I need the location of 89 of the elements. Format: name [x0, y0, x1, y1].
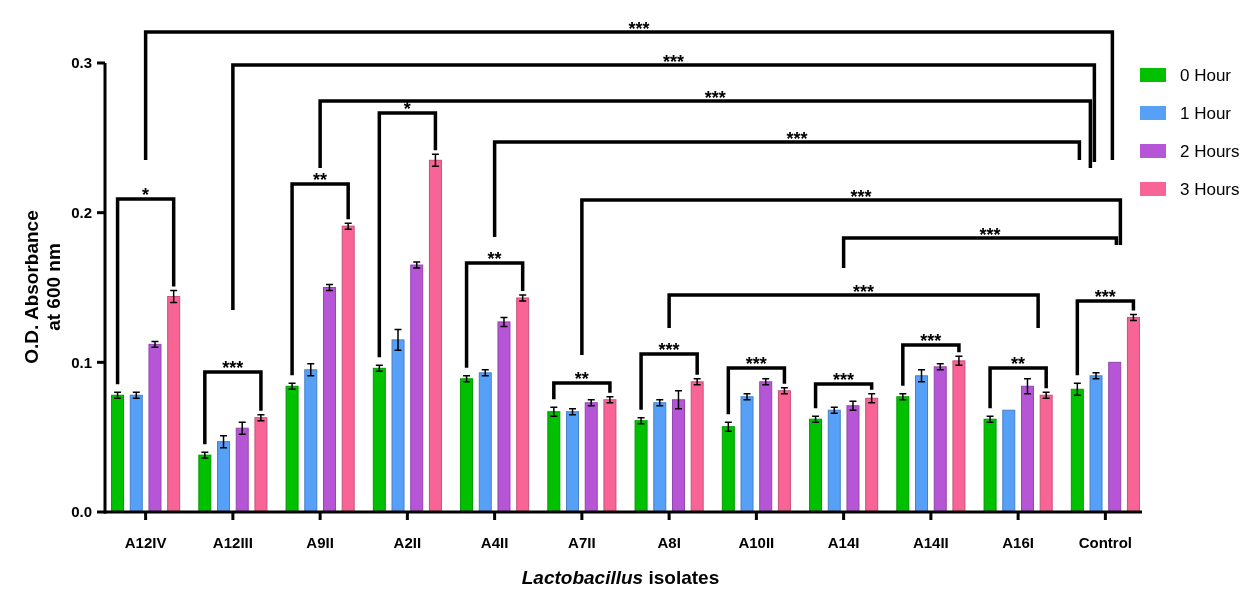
annotation: * — [142, 185, 150, 205]
bar — [740, 396, 754, 513]
annotation: *** — [745, 354, 767, 374]
bar — [1070, 388, 1084, 513]
bar — [129, 394, 143, 513]
bar — [1002, 409, 1016, 513]
bar — [167, 295, 181, 513]
bar — [428, 159, 442, 513]
x-tick-label: A14I — [827, 534, 860, 551]
legend-label: 2 Hours — [1180, 141, 1240, 161]
legend-label: 1 Hour — [1180, 103, 1232, 123]
text: *** — [628, 19, 650, 39]
bar — [1089, 375, 1103, 513]
bar — [933, 366, 947, 513]
y-tick-label: 0.3 — [71, 54, 92, 72]
bar — [304, 369, 318, 513]
bar — [827, 409, 841, 513]
x-tick-label: A9II — [306, 534, 334, 551]
annotation: *** — [704, 88, 726, 108]
bar — [983, 418, 997, 513]
y-tick-label: 0.1 — [71, 353, 92, 371]
annotation: *** — [833, 370, 855, 390]
bar — [322, 287, 336, 513]
bar — [516, 297, 530, 513]
bar — [460, 378, 474, 513]
bar — [896, 396, 910, 513]
annotation: *** — [979, 225, 1001, 245]
legend-label: 0 Hour — [1180, 65, 1232, 85]
x-tick-label: A8I — [657, 534, 681, 551]
annotation: *** — [658, 340, 680, 360]
bar — [547, 411, 561, 513]
bar — [690, 381, 704, 513]
y-axis-title: O.D. Absorbance at 600 nm — [21, 210, 64, 364]
bar — [235, 427, 249, 513]
x-tick-label: A4II — [480, 534, 509, 551]
bar — [1039, 394, 1053, 513]
x-tick-label: A16I — [1002, 534, 1034, 551]
annotation: * — [403, 99, 411, 119]
y-tick-label: 0.2 — [71, 203, 92, 221]
annotation: *** — [663, 52, 685, 72]
annotation: *** — [222, 358, 244, 378]
x-tick-label: A12III — [212, 534, 253, 551]
bar — [634, 420, 648, 513]
annotation: ** — [313, 170, 328, 190]
bar — [1020, 385, 1034, 513]
bar — [653, 402, 667, 513]
bar — [148, 343, 162, 513]
x-tick-label: A7II — [568, 534, 596, 551]
annotation: *** — [853, 282, 875, 302]
annotation: *** — [850, 187, 872, 207]
bar — [372, 367, 386, 513]
bar — [759, 381, 773, 513]
bar — [721, 426, 735, 513]
annotation: *** — [920, 331, 942, 351]
x-tick-label: A2II — [393, 534, 422, 551]
x-tick-label: A12IV — [124, 534, 167, 551]
bar — [846, 405, 860, 513]
annotation: *** — [1094, 287, 1116, 307]
legend-label: 3 Hours — [1180, 179, 1240, 199]
bar — [603, 399, 617, 513]
bar — [671, 399, 685, 513]
bar — [1108, 361, 1122, 513]
x-tick-label: Control — [1078, 534, 1133, 551]
annotation: ** — [574, 369, 589, 389]
x-tick-label: A10II — [738, 534, 775, 551]
bar — [478, 372, 492, 513]
x-axis-title: Lactobacillus isolates — [521, 567, 720, 588]
bar — [341, 225, 355, 513]
annotation: ** — [1011, 354, 1026, 374]
annotation: *** — [786, 129, 808, 149]
bar — [566, 411, 580, 513]
bar — [777, 390, 791, 513]
y-tick-label: 0.0 — [71, 503, 92, 521]
bar — [111, 394, 125, 513]
bar — [410, 264, 424, 513]
x-tick-label: A14II — [912, 534, 949, 551]
bar — [1126, 316, 1140, 513]
bar — [391, 339, 405, 513]
bar — [809, 418, 823, 513]
bar — [865, 397, 879, 513]
bar — [254, 417, 268, 513]
bar — [584, 402, 598, 513]
bar — [952, 360, 966, 513]
bar — [285, 385, 299, 513]
bar — [198, 454, 212, 513]
bar — [915, 375, 929, 513]
bar — [217, 441, 231, 513]
annotation: ** — [487, 249, 502, 269]
bar — [497, 321, 511, 513]
